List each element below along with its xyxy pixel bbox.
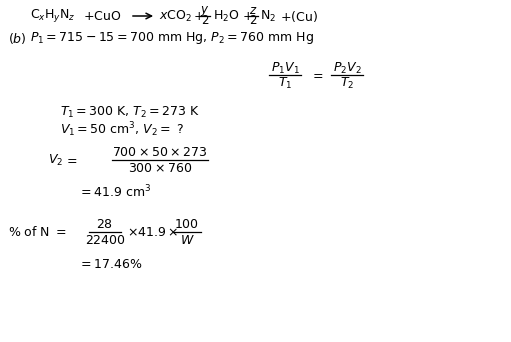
Text: $T_1 = 300$ K, $T_2 = 273$ K: $T_1 = 300$ K, $T_2 = 273$ K [60,104,200,120]
Text: $\mathrm{N}_2$: $\mathrm{N}_2$ [260,9,276,24]
Text: $x\mathrm{CO}_2$: $x\mathrm{CO}_2$ [159,9,192,24]
Text: $T_1$: $T_1$ [278,76,292,91]
Text: $2$: $2$ [201,14,209,27]
Text: $z$: $z$ [249,4,257,17]
Text: $+ (\mathrm{Cu})$: $+ (\mathrm{Cu})$ [280,9,318,24]
Text: $=$: $=$ [64,154,78,167]
Text: $\%$ of N $=$: $\%$ of N $=$ [8,225,67,239]
Text: $28$: $28$ [97,218,113,231]
Text: $V_1 = 50$ cm$^3$, $V_2 = $ ?: $V_1 = 50$ cm$^3$, $V_2 = $ ? [60,121,184,139]
Text: $22400$: $22400$ [84,235,126,248]
Text: $\mathrm{H}_2\mathrm{O}$: $\mathrm{H}_2\mathrm{O}$ [213,9,240,24]
Text: $= 41.9$ cm$^3$: $= 41.9$ cm$^3$ [78,184,151,200]
Text: $300 \times 760$: $300 \times 760$ [128,162,192,175]
Text: $= 17.46\%$: $= 17.46\%$ [78,259,143,272]
Text: $P_1V_1$: $P_1V_1$ [271,61,299,76]
Text: $=$: $=$ [310,68,324,81]
Text: $V_2$: $V_2$ [48,153,63,168]
Text: $P_2V_2$: $P_2V_2$ [333,61,361,76]
Text: $W$: $W$ [180,234,194,247]
Text: $P_1 = 715 - 15 = 700$ mm Hg, $P_2 = 760$ mm Hg: $P_1 = 715 - 15 = 700$ mm Hg, $P_2 = 760… [30,30,314,46]
Text: $y$: $y$ [200,4,210,18]
Text: $T_2$: $T_2$ [340,76,354,91]
Text: $+ \mathrm{CuO}$: $+ \mathrm{CuO}$ [83,10,121,23]
Text: $100$: $100$ [174,218,199,231]
Text: $\mathrm{C}_x\mathrm{H}_y\mathrm{N}_z$: $\mathrm{C}_x\mathrm{H}_y\mathrm{N}_z$ [30,8,76,25]
Text: $\times 41.9 \times$: $\times 41.9 \times$ [127,225,178,238]
Text: $+$: $+$ [242,10,253,23]
Text: $700 \times 50 \times 273$: $700 \times 50 \times 273$ [112,145,207,158]
Text: $2$: $2$ [249,14,257,27]
Text: $(b)$: $(b)$ [8,30,27,45]
Text: $+$: $+$ [193,10,204,23]
